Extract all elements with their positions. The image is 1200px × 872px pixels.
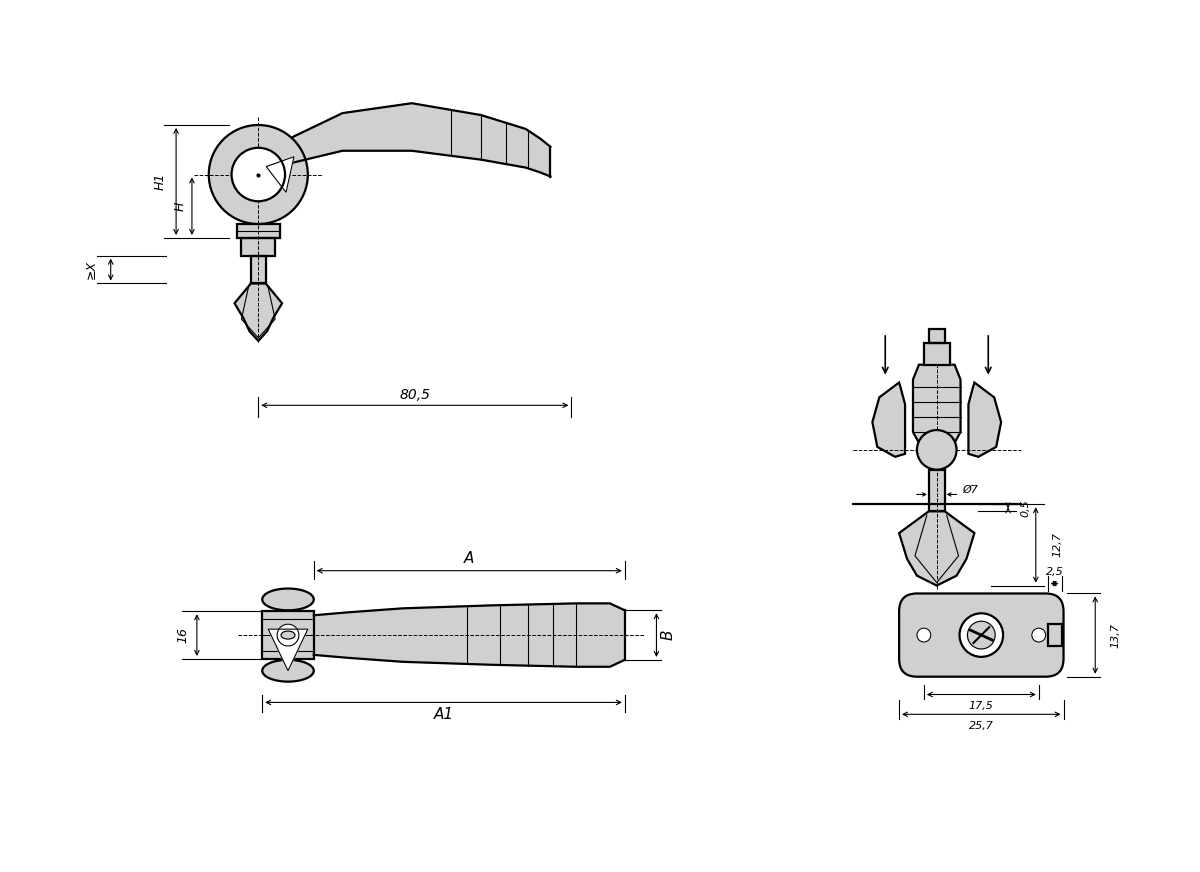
- Ellipse shape: [281, 631, 295, 639]
- Text: 2,5: 2,5: [1045, 567, 1063, 576]
- Bar: [1048, 624, 1062, 646]
- Circle shape: [209, 125, 308, 224]
- Polygon shape: [293, 103, 551, 176]
- Polygon shape: [266, 157, 294, 193]
- Bar: [251, 255, 265, 283]
- Bar: [1048, 624, 1062, 646]
- Bar: [241, 238, 275, 255]
- Bar: [241, 238, 275, 255]
- Polygon shape: [899, 511, 974, 586]
- Bar: [236, 224, 280, 238]
- Circle shape: [967, 621, 995, 649]
- Circle shape: [1032, 628, 1045, 642]
- Bar: [929, 329, 944, 343]
- Ellipse shape: [263, 660, 313, 682]
- Text: 12,7: 12,7: [1052, 533, 1062, 557]
- Text: 17,5: 17,5: [968, 701, 994, 712]
- Text: ≥X: ≥X: [84, 260, 97, 279]
- Circle shape: [960, 613, 1003, 657]
- Polygon shape: [913, 364, 960, 450]
- Text: B: B: [661, 630, 676, 640]
- Ellipse shape: [263, 589, 313, 610]
- Text: 25,7: 25,7: [968, 721, 994, 732]
- Bar: [924, 343, 949, 364]
- Text: 80,5: 80,5: [400, 388, 431, 402]
- Bar: [251, 255, 265, 283]
- Text: H1: H1: [154, 173, 167, 190]
- Bar: [924, 343, 949, 364]
- Bar: [236, 224, 280, 238]
- Bar: [929, 329, 944, 343]
- Bar: [929, 470, 944, 511]
- Bar: [263, 611, 313, 659]
- Text: H: H: [174, 201, 186, 211]
- Text: 0,5: 0,5: [1021, 499, 1031, 517]
- Polygon shape: [872, 383, 905, 457]
- Text: 16: 16: [176, 627, 190, 643]
- Polygon shape: [968, 383, 1001, 457]
- Polygon shape: [234, 283, 282, 341]
- Circle shape: [232, 147, 286, 201]
- Bar: [929, 470, 944, 511]
- Polygon shape: [313, 603, 625, 667]
- Text: A: A: [464, 551, 474, 566]
- Polygon shape: [269, 629, 308, 671]
- Text: Ø7: Ø7: [962, 485, 978, 494]
- Text: 13,7: 13,7: [1110, 623, 1120, 648]
- Circle shape: [917, 628, 931, 642]
- Circle shape: [277, 624, 299, 646]
- Bar: [263, 611, 313, 659]
- Circle shape: [917, 430, 956, 470]
- FancyBboxPatch shape: [899, 594, 1063, 677]
- Text: A1: A1: [433, 707, 454, 722]
